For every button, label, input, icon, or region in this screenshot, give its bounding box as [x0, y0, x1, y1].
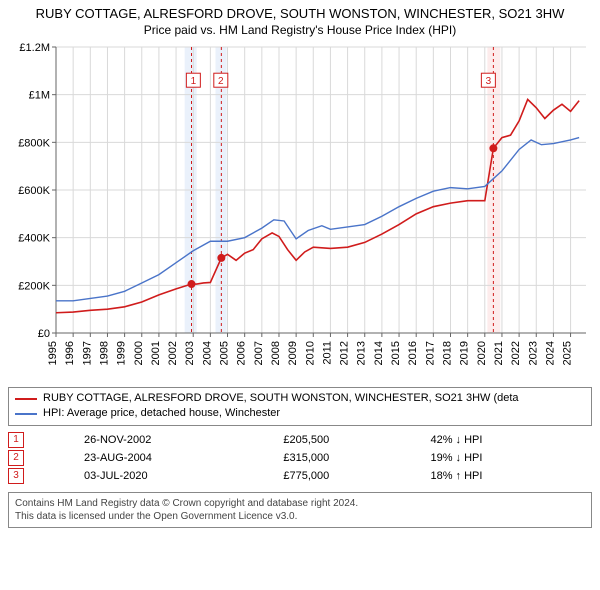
legend: RUBY COTTAGE, ALRESFORD DROVE, SOUTH WON… — [8, 387, 592, 426]
footer-line: Contains HM Land Registry data © Crown c… — [15, 497, 585, 510]
x-tick-label: 2013 — [356, 341, 368, 365]
legend-item: HPI: Average price, detached house, Winc… — [15, 406, 585, 421]
annotation-number: 2 — [218, 76, 224, 87]
y-tick-label: £1M — [29, 90, 50, 102]
sale-marker — [489, 144, 497, 152]
chart-title: RUBY COTTAGE, ALRESFORD DROVE, SOUTH WON… — [8, 6, 592, 23]
legend-swatch — [15, 398, 37, 400]
x-tick-label: 2021 — [493, 341, 505, 365]
annotation-number: 1 — [191, 76, 197, 87]
x-tick-label: 2006 — [236, 341, 248, 365]
y-tick-label: £0 — [38, 328, 50, 340]
sale-diff: 19% ↓ HPI — [430, 450, 592, 466]
sale-date: 23-AUG-2004 — [84, 450, 283, 466]
y-tick-label: £1.2M — [19, 42, 50, 54]
annotation-number: 3 — [486, 76, 492, 87]
x-tick-label: 2018 — [441, 341, 453, 365]
sale-price: £775,000 — [283, 468, 430, 484]
footer-line: This data is licensed under the Open Gov… — [15, 510, 585, 523]
x-tick-label: 2020 — [476, 341, 488, 365]
legend-label: RUBY COTTAGE, ALRESFORD DROVE, SOUTH WON… — [43, 391, 519, 406]
chart-plot: £0 £200K £400K £600K £800K £1M £1.2M 1995 1996 19… — [8, 41, 592, 381]
x-tick-label: 2015 — [390, 341, 402, 365]
x-tick-label: 2007 — [253, 341, 265, 365]
y-tick-label: £400K — [18, 233, 50, 245]
x-tick-label: 2009 — [287, 341, 299, 365]
chart-container: RUBY COTTAGE, ALRESFORD DROVE, SOUTH WON… — [0, 0, 600, 590]
y-tick-label: £800K — [18, 137, 50, 149]
x-tick-label: 2008 — [270, 341, 282, 365]
x-tick-label: 2014 — [373, 341, 385, 365]
x-tick-label: 1995 — [47, 341, 59, 365]
x-tick-label: 2004 — [201, 341, 213, 365]
x-tick-label: 1998 — [98, 341, 110, 365]
sale-date: 26-NOV-2002 — [84, 432, 283, 448]
x-tick-label: 1997 — [81, 341, 93, 365]
chart-subtitle: Price paid vs. HM Land Registry's House … — [8, 23, 592, 37]
x-tick-label: 2017 — [424, 341, 436, 365]
sales-table: 1 26-NOV-2002£205,50042% ↓ HPI 2 23-AUG-200… — [8, 430, 592, 486]
x-tick-label: 2016 — [407, 341, 419, 365]
sale-diff: 18% ↑ HPI — [430, 468, 592, 484]
x-tick-label: 2023 — [527, 341, 539, 365]
sale-index-box: 1 — [8, 432, 24, 448]
sale-row: 3 03-JUL-2020£775,00018% ↑ HPI — [8, 468, 592, 484]
sale-index-box: 2 — [8, 450, 24, 466]
x-tick-label: 1996 — [64, 341, 76, 365]
x-tick-label: 2002 — [167, 341, 179, 365]
y-tick-label: £200K — [18, 280, 50, 292]
sale-index-box: 3 — [8, 468, 24, 484]
chart-svg: £0 £200K £400K £600K £800K £1M £1.2M 1995 1996 19… — [8, 41, 592, 381]
sale-marker — [188, 280, 196, 288]
x-tick-label: 2012 — [339, 341, 351, 365]
x-tick-label: 2001 — [150, 341, 162, 365]
sale-price: £315,000 — [283, 450, 430, 466]
x-tick-label: 1999 — [116, 341, 128, 365]
y-tick-label: £600K — [18, 185, 50, 197]
legend-swatch — [15, 413, 37, 415]
sale-row: 2 23-AUG-2004£315,00019% ↓ HPI — [8, 450, 592, 466]
x-tick-label: 2025 — [562, 341, 574, 365]
x-tick-label: 2019 — [459, 341, 471, 365]
x-tick-label: 2011 — [321, 341, 333, 365]
sale-date: 03-JUL-2020 — [84, 468, 283, 484]
x-tick-label: 2005 — [219, 341, 231, 365]
legend-label: HPI: Average price, detached house, Winc… — [43, 406, 280, 421]
x-tick-label: 2003 — [184, 341, 196, 365]
x-tick-label: 2022 — [510, 341, 522, 365]
sale-row: 1 26-NOV-2002£205,50042% ↓ HPI — [8, 432, 592, 448]
x-tick-label: 2010 — [304, 341, 316, 365]
attribution-footer: Contains HM Land Registry data © Crown c… — [8, 492, 592, 528]
x-tick-label: 2000 — [133, 341, 145, 365]
sale-diff: 42% ↓ HPI — [430, 432, 592, 448]
sale-price: £205,500 — [283, 432, 430, 448]
legend-item: RUBY COTTAGE, ALRESFORD DROVE, SOUTH WON… — [15, 391, 585, 406]
x-tick-label: 2024 — [544, 341, 556, 365]
sale-marker — [217, 254, 225, 262]
